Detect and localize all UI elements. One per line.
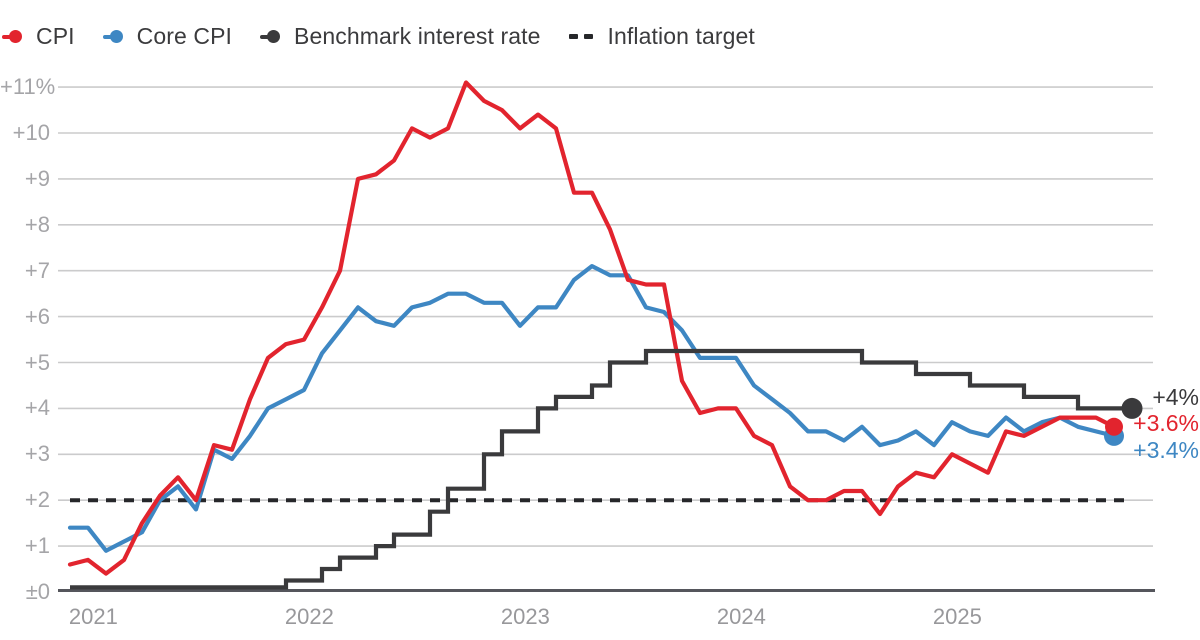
- y-axis-tick-label: +1: [24, 533, 50, 559]
- end-value-label: +4%: [1152, 384, 1199, 410]
- legend-item-inflation-target: Inflation target: [568, 23, 755, 50]
- y-axis-tick-label: +7: [24, 257, 50, 283]
- legend-item-benchmark-interest-rate: Benchmark interest rate: [260, 23, 540, 50]
- y-axis-tick-label: +8: [24, 211, 50, 237]
- legend-label: Benchmark interest rate: [294, 23, 541, 49]
- y-axis-tick-label: +2: [24, 487, 50, 513]
- x-axis-tick-label: 2024: [716, 604, 766, 629]
- legend-label: Core CPI: [136, 23, 233, 49]
- legend-label: CPI: [36, 23, 75, 49]
- y-axis-tick-label: +3: [24, 441, 50, 467]
- chart-legend: CPI Core CPI Benchmark interest rate Inflat…: [2, 23, 755, 50]
- benchmark-end-dot: [1121, 397, 1143, 419]
- cpi-end-dot: [1105, 417, 1123, 436]
- x-axis-tick-label: 2022: [284, 604, 334, 629]
- end-value-label: +3.4%: [1133, 437, 1199, 463]
- x-axis-tick-label: 2025: [932, 604, 982, 629]
- end-value-label: +3.6%: [1133, 410, 1199, 436]
- y-axis-tick-label: +4: [24, 395, 50, 421]
- y-axis-tick-label: ±0: [25, 579, 50, 604]
- x-axis-tick-label: 2021: [68, 604, 118, 629]
- line-dot-icon: [102, 30, 123, 44]
- legend-item-core-cpi: Core CPI: [102, 23, 233, 50]
- line-dot-icon: [260, 30, 281, 44]
- y-axis-tick-label: +9: [24, 165, 50, 191]
- y-axis-tick-label: +10: [12, 120, 50, 145]
- x-axis-tick-label: 2023: [500, 604, 550, 629]
- line-dot-icon: [2, 30, 22, 44]
- y-axis-tick-label: +11%: [0, 74, 56, 100]
- y-axis-tick-label: +5: [24, 349, 50, 375]
- dashed-line-icon: [568, 34, 594, 39]
- legend-item-cpi: CPI: [2, 23, 75, 50]
- legend-label: Inflation target: [607, 23, 755, 49]
- y-axis-tick-label: +6: [24, 303, 50, 329]
